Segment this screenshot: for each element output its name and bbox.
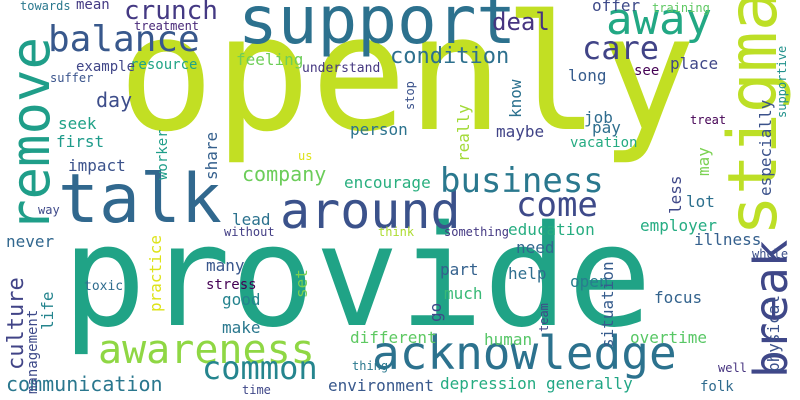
word-offer: offer [592,0,641,15]
word-encourage: encourage [344,173,431,192]
word-job: job [584,108,613,127]
word-mean: mean [76,0,110,13]
word-education: education [508,220,595,239]
word-balance: balance [48,19,200,60]
word-towards: towards [20,0,71,13]
word-especially: especially [756,99,775,196]
word-us: us [298,149,313,163]
word-supportive: supportive [775,45,789,118]
word-illness: illness [694,230,762,249]
word-stress: stress [206,277,257,293]
word-maybe: maybe [496,122,545,141]
word-toxic: toxic [84,279,124,294]
word-may: may [694,147,713,176]
word-training: training [652,1,710,15]
word-practice: practice [146,234,165,312]
word-company: company [242,162,327,186]
word-many: many [206,256,245,275]
word-condition: condition [390,44,510,69]
word-treat: treat [690,113,727,127]
word-come: come [516,185,598,225]
word-deal: deal [492,8,550,36]
word-focus: focus [654,288,703,307]
word-never: never [6,232,55,251]
word-provide: provide [62,196,653,359]
word-life: life [38,291,57,330]
word-good: good [222,290,261,309]
word-physical: physical [764,294,783,372]
word-depression: depression [440,374,537,393]
word-stigma: stigma [714,0,793,236]
word-business: business [440,161,604,201]
word-place: place [670,54,719,73]
word-seek: seek [58,114,97,133]
word-long: long [568,66,607,85]
word-open: open [570,272,609,291]
word-around: around [280,182,461,240]
word-vacation: vacation [570,135,638,151]
word-go: go [426,302,445,322]
word-suffer: suffer [50,71,94,85]
word-without: without [224,225,275,239]
word-time: time [242,383,271,397]
word-communication: communication [6,372,163,396]
word-crunch: crunch [124,0,218,26]
word-share: share [202,131,221,180]
word-understand: understand [302,61,381,76]
word-make: make [222,318,261,337]
word-need: need [516,238,555,257]
word-support: support [238,0,517,59]
word-lead: lead [232,210,271,229]
word-team: team [537,303,551,332]
word-stop: stop [403,81,417,110]
word-care: care [582,29,660,67]
word-treatment: treatment [134,19,200,33]
word-part: part [440,260,479,279]
word-employer: employer [640,216,718,235]
word-generally: generally [546,374,633,393]
word-know: know [506,79,525,118]
word-impact: impact [68,156,126,175]
word-environment: environment [328,376,434,395]
word-think: think [378,225,415,239]
word-common: common [202,349,318,387]
word-feeling: feeling [236,50,304,69]
word-different: different [350,328,437,347]
word-awareness: awareness [98,327,315,373]
word-first: first [56,132,105,151]
word-something: something [444,225,510,239]
word-way: way [38,203,60,217]
word-openly: openly [118,0,696,167]
word-human: human [484,330,533,349]
word-see: see [634,63,660,79]
word-less: less [666,175,685,214]
word-pay: pay [592,118,621,137]
word-much: much [444,284,483,303]
word-example: example [76,59,136,75]
word-situation: situation [598,261,617,348]
word-resource: resource [130,57,198,73]
word-folk: folk [700,379,734,395]
word-acknowledge: acknowledge [372,326,677,380]
word-really: really [454,104,473,162]
word-overtime: overtime [630,328,708,347]
word-help: help [508,264,547,283]
word-set: set [292,269,311,298]
word-day: day [96,88,133,112]
word-talk: talk [58,160,222,239]
word-worker: worker [155,129,171,180]
word-person: person [350,120,408,139]
word-whole: whole [752,247,789,261]
word-thing: thing [352,359,389,373]
word-lot: lot [686,192,715,211]
word-well: well [718,361,747,375]
word-away: away [606,0,712,45]
